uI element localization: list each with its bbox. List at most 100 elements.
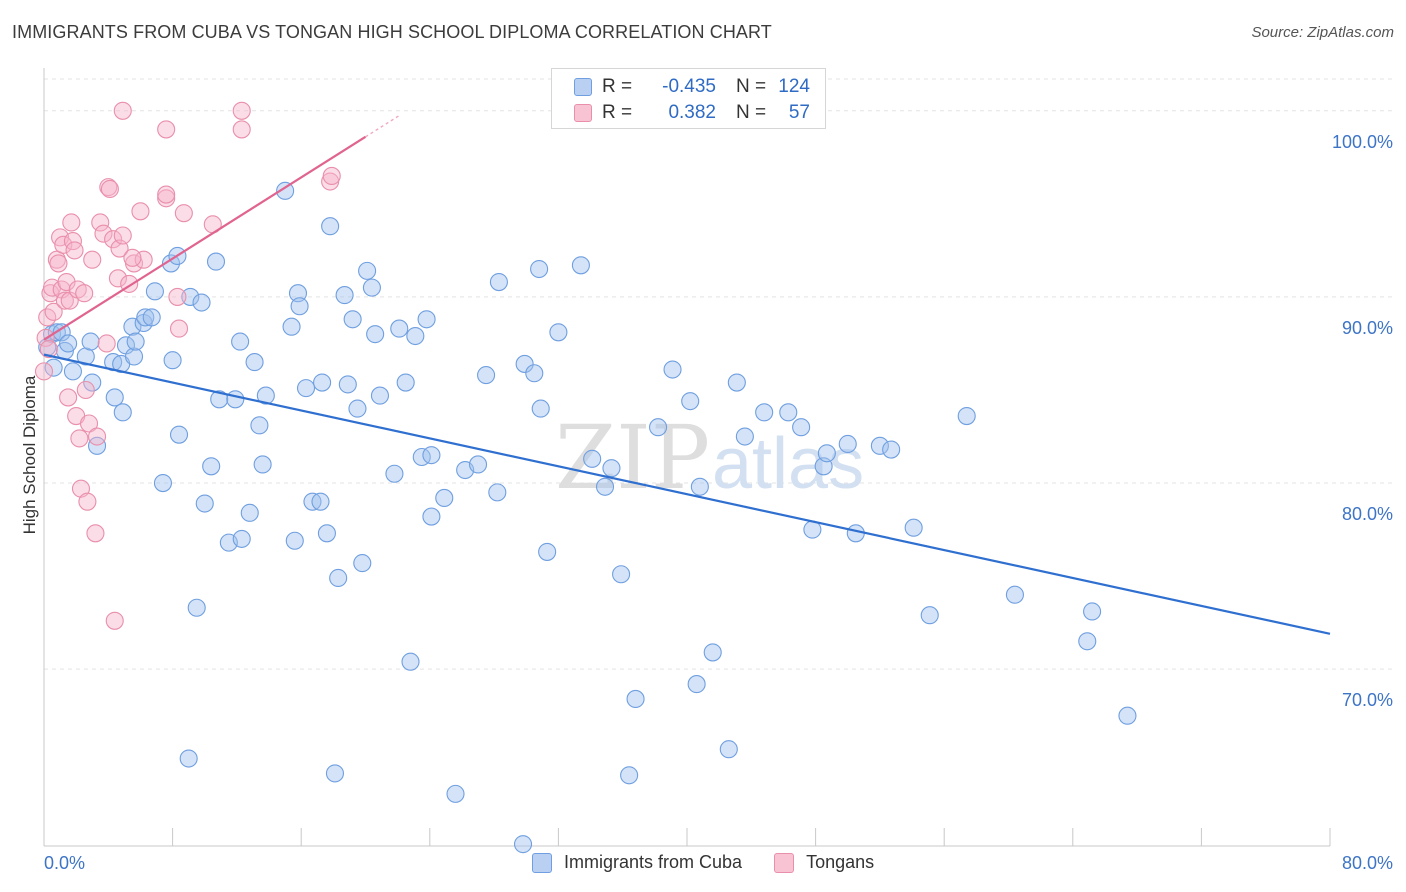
point-cuba — [870, 436, 889, 455]
point-cuba — [957, 407, 976, 426]
point-cuba — [105, 388, 124, 407]
point-cuba — [240, 503, 259, 522]
point-cuba — [602, 459, 621, 478]
point-cuba — [385, 464, 404, 483]
point-cuba — [703, 643, 722, 662]
point-tongan — [78, 492, 97, 511]
point-cuba — [348, 399, 367, 418]
point-tongan — [232, 120, 251, 139]
point-cuba — [1083, 602, 1102, 621]
point-tongan — [113, 226, 132, 245]
point-cuba — [719, 740, 738, 759]
point-cuba — [285, 531, 304, 550]
point-tongan — [34, 362, 54, 381]
watermark-zip: ZIP — [555, 406, 710, 509]
legend-n-label: N = — [736, 76, 767, 97]
point-cuba — [59, 334, 78, 353]
trend-line-tongans-extension — [365, 113, 402, 138]
point-cuba — [202, 457, 221, 476]
point-tongan — [134, 250, 153, 269]
point-cuba — [179, 749, 198, 768]
point-cuba — [44, 358, 63, 377]
chart-title: IMMIGRANTS FROM CUBA VS TONGAN HIGH SCHO… — [12, 22, 772, 42]
y-tick-label: 90.0% — [1342, 318, 1393, 338]
point-tongan — [168, 287, 187, 306]
point-cuba — [390, 319, 409, 338]
point-cuba — [792, 418, 811, 437]
point-tongan — [322, 166, 341, 186]
point-tongan — [86, 524, 105, 543]
point-cuba — [329, 568, 348, 588]
point-cuba — [187, 598, 206, 617]
point-tongan — [54, 235, 73, 254]
bottom-legend: Immigrants from Cuba Tongans — [532, 852, 906, 873]
point-tongan — [94, 224, 113, 243]
point-tongan — [91, 213, 110, 232]
point-cuba — [169, 425, 189, 444]
point-cuba — [620, 766, 639, 785]
axes — [43, 68, 1331, 847]
legend-n-label: N = — [736, 102, 767, 123]
point-tongan — [57, 272, 76, 292]
point-cuba — [417, 310, 436, 329]
point-cuba — [113, 403, 132, 422]
point-cuba — [52, 323, 71, 342]
legend-r-value-tongans: 0.382 — [668, 102, 716, 123]
point-cuba — [245, 353, 264, 372]
point-cuba — [338, 375, 357, 394]
point-cuba — [513, 835, 533, 854]
point-cuba — [335, 286, 354, 305]
point-tongan — [70, 429, 89, 448]
y-axis-label: High School Diploma — [20, 375, 39, 535]
bottom-legend-item-tongans: Tongans — [774, 852, 874, 873]
point-cuba — [370, 386, 390, 405]
point-cuba — [422, 507, 441, 526]
point-cuba — [1078, 632, 1097, 651]
point-cuba — [321, 217, 340, 236]
point-cuba — [325, 764, 345, 783]
point-cuba — [401, 652, 420, 671]
point-cuba — [366, 325, 385, 344]
y-tick-label: 70.0% — [1342, 690, 1393, 710]
point-tongan — [174, 204, 193, 223]
point-tongan — [105, 611, 124, 630]
point-cuba — [626, 689, 645, 709]
point-cuba — [838, 434, 857, 454]
point-tongan — [131, 202, 150, 221]
point-cuba — [317, 524, 336, 543]
point-cuba — [63, 362, 82, 381]
point-cuba — [153, 474, 173, 493]
legend-r-label: R = — [602, 76, 633, 97]
point-tongan — [157, 185, 176, 204]
point-tongan — [62, 213, 81, 232]
point-tongan — [104, 230, 123, 249]
point-cuba — [406, 326, 425, 346]
point-cuba — [477, 366, 496, 385]
bottom-legend-swatch-tongans — [774, 852, 795, 873]
point-cuba — [595, 477, 615, 496]
point-cuba — [538, 542, 557, 561]
legend-r-value-cuba: -0.435 — [662, 76, 716, 97]
point-cuba — [123, 317, 142, 336]
point-tongan — [65, 241, 84, 260]
point-cuba — [126, 332, 145, 351]
point-tongan — [113, 101, 132, 120]
point-cuba — [681, 392, 700, 411]
point-cuba — [311, 492, 330, 511]
point-cuba — [81, 332, 100, 351]
point-tongan — [76, 380, 95, 400]
point-tongan — [83, 250, 102, 269]
legend-n-value-tongans: 57 — [788, 102, 810, 123]
point-cuba — [250, 416, 269, 435]
point-cuba — [904, 518, 923, 537]
point-cuba — [358, 261, 377, 280]
grid-lines — [44, 78, 1392, 670]
point-cuba — [226, 390, 245, 409]
bottom-legend-swatch-cuba — [532, 852, 552, 873]
point-cuba — [343, 310, 362, 329]
legend-n-value-cuba: 124 — [778, 76, 810, 97]
point-tongan — [108, 269, 127, 288]
legend-box: R = -0.435 N = 124 R = 0.382 N = 57 — [551, 68, 826, 129]
point-cuba — [296, 379, 316, 398]
point-cuba — [87, 436, 107, 455]
